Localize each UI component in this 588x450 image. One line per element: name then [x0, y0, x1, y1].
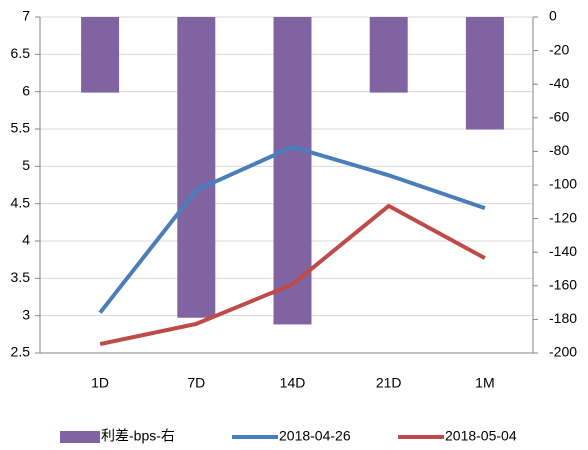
y-tick-label: 6.5 [11, 45, 31, 61]
y2-tick-label: -80 [549, 142, 569, 158]
bar [177, 17, 216, 318]
line [98, 144, 486, 314]
y-tick-label: 5.5 [11, 120, 31, 136]
legend-label: 2018-04-26 [279, 428, 351, 444]
x-tick-label: 7D [187, 375, 205, 391]
x-tick-label: 14D [280, 375, 306, 391]
y2-tick-label: -140 [549, 243, 577, 259]
legend-label: 利差-bps-右 [101, 428, 175, 444]
x-tick-label: 1M [475, 375, 494, 391]
y2-tick-label: -40 [549, 75, 569, 91]
x-tick-label: 1D [91, 375, 109, 391]
line [99, 203, 486, 346]
y2-tick-label: -60 [549, 109, 569, 125]
legend-swatch [60, 431, 100, 443]
y-tick-label: 7 [22, 8, 30, 24]
bar [81, 17, 120, 93]
y2-tick-label: 0 [549, 8, 557, 24]
y2-tick-label: -160 [549, 277, 577, 293]
bar [369, 17, 408, 93]
y-tick-label: 3.5 [11, 269, 31, 285]
y2-tick-label: -200 [549, 344, 577, 360]
legend-label: 2018-05-04 [445, 428, 517, 444]
x-tick-label: 21D [376, 375, 402, 391]
y-tick-label: 3 [22, 306, 30, 322]
y-tick-label: 2.5 [11, 344, 31, 360]
y2-tick-label: -120 [549, 209, 577, 225]
y-tick-label: 6 [22, 82, 30, 98]
y-tick-label: 4.5 [11, 194, 31, 210]
bar [273, 17, 312, 325]
bar [465, 17, 504, 130]
y-tick-label: 4 [22, 232, 30, 248]
y2-tick-label: -20 [549, 41, 569, 57]
y-tick-label: 5 [22, 157, 30, 173]
y2-tick-label: -180 [549, 310, 577, 326]
y2-tick-label: -100 [549, 176, 577, 192]
